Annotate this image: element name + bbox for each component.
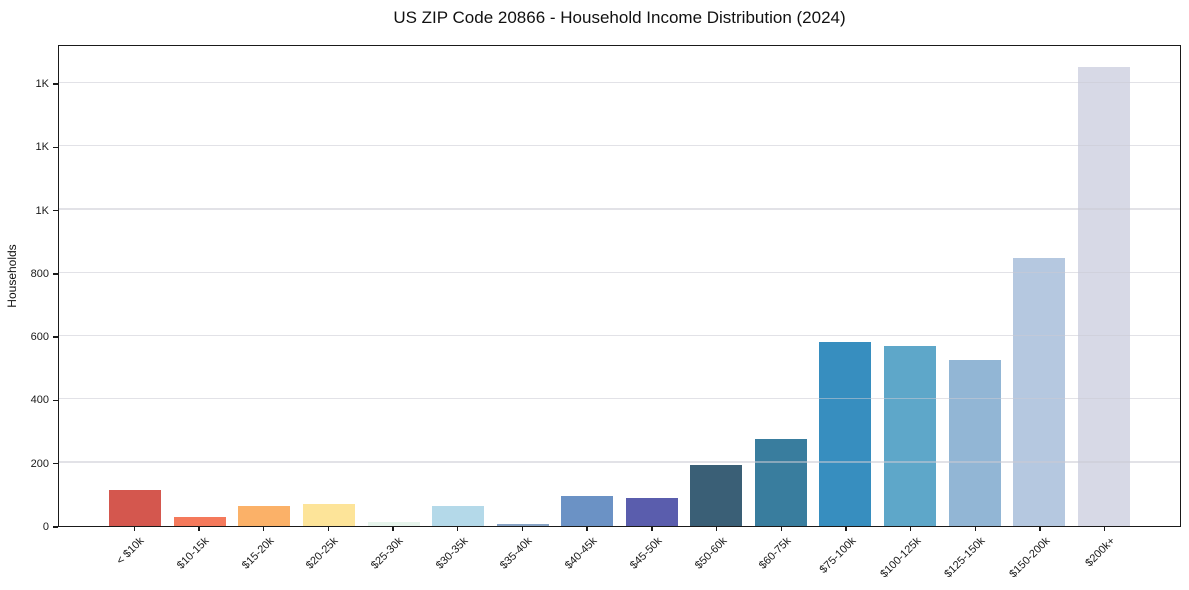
y-tick-mark [53, 209, 58, 212]
bar-$60-75k [754, 438, 807, 526]
x-tick-mark [1039, 527, 1041, 531]
bar-$15-20k [238, 506, 291, 526]
bar-slot [361, 46, 426, 526]
bar-slot [490, 46, 555, 526]
x-tick-mark [909, 527, 912, 531]
y-tick-mark [53, 83, 58, 85]
bar-slot [168, 46, 233, 526]
y-tick-mark [53, 526, 58, 528]
x-tick-mark [198, 527, 200, 531]
bar-$10-15k [173, 516, 226, 526]
x-tick-mark [715, 527, 718, 531]
x-tick-mark [133, 527, 136, 531]
x-tick-mark [392, 527, 394, 531]
bars-layer [59, 46, 1180, 526]
bar-slot [749, 46, 814, 526]
bar-slot [1071, 46, 1136, 526]
bar-$25-30k [367, 521, 420, 526]
x-tick-mark [521, 527, 524, 531]
y-tick-mark [53, 273, 58, 275]
y-tick-label: 1K [35, 141, 49, 154]
y-tick-label: 800 [30, 267, 49, 280]
bar-$45-50k [625, 497, 678, 526]
bar-slot [878, 46, 943, 526]
y-tick-mark [53, 463, 58, 465]
x-tick-mark [327, 527, 330, 531]
bar-$150-200k [1013, 257, 1066, 526]
bar-slot [297, 46, 362, 526]
x-tick-mark [457, 527, 459, 531]
y-tick-label: 1K [35, 77, 49, 90]
y-tick-label: 0 [42, 521, 49, 533]
x-tick-mark [845, 527, 847, 531]
bar-slot [1007, 46, 1072, 526]
x-tick-mark [263, 527, 265, 531]
bar-slot [232, 46, 297, 526]
y-tick-mark [53, 399, 58, 402]
bar-slot [813, 46, 878, 526]
x-tick-mark [586, 527, 588, 531]
bar-$50-60k [690, 464, 743, 526]
chart-title: US ZIP Code 20866 - Household Income Dis… [393, 8, 846, 27]
y-tick-label: 200 [30, 457, 49, 470]
x-tick-mark [780, 527, 782, 531]
y-tick-mark [53, 146, 58, 148]
bar-slot [555, 46, 620, 526]
bar-< $10k [109, 489, 162, 526]
bar-$40-45k [561, 495, 614, 526]
y-tick-label: 1K [35, 204, 49, 217]
bar-$75-100k [819, 342, 872, 526]
bar-$100-125k [884, 345, 937, 526]
x-tick-label-< $10k: < $10k [114, 535, 147, 568]
bar-slot [103, 46, 168, 526]
bar-slot [620, 46, 685, 526]
x-tick-mark [1103, 527, 1106, 531]
bar-slot [426, 46, 491, 526]
bar-slot [942, 46, 1007, 526]
bar-$20-25k [302, 503, 355, 526]
bar-$200k+ [1077, 67, 1130, 526]
bar-$30-35k [432, 506, 485, 526]
y-tick-mark [53, 336, 58, 338]
bar-$125-150k [948, 359, 1001, 526]
bar-$35-40k [496, 524, 549, 526]
x-tick-mark [651, 527, 653, 531]
x-tick-mark [974, 527, 976, 531]
plot-area [58, 45, 1181, 527]
y-tick-label: 600 [30, 331, 49, 344]
bar-slot [684, 46, 749, 526]
y-tick-label: 400 [30, 394, 49, 407]
